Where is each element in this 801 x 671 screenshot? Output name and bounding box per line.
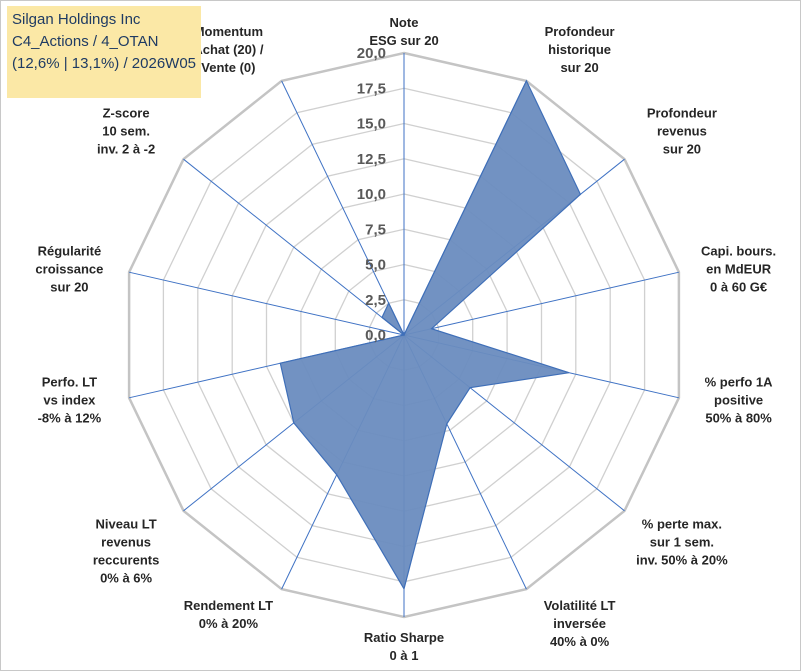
title-company: Silgan Holdings Inc — [12, 11, 141, 28]
radar-series — [279, 79, 582, 591]
axis-label-line: Achat (20) / — [193, 42, 263, 57]
axis-label-line: Z-score — [103, 106, 150, 121]
axis-label-line: 10 sem. — [102, 124, 150, 139]
axis-label-line: sur 1 sem. — [650, 534, 714, 549]
axis-label-line: croissance — [35, 262, 103, 277]
tick-label: 10,0 — [357, 186, 386, 203]
axis-label: Volatilité LT inversée 40% à 0% — [544, 598, 616, 649]
axis-label: Perfo. LT vs index -8% à 12% — [38, 374, 102, 425]
axis-label-line: Note — [390, 15, 419, 30]
series-area — [279, 79, 582, 591]
axis-label-line: -8% à 12% — [38, 410, 102, 425]
axis-label-line: sur 20 — [50, 280, 88, 295]
axis-label: Profondeur historique sur 20 — [545, 24, 615, 75]
axis-label: Niveau LT revenus reccurents 0% à 6% — [93, 516, 159, 585]
tick-label: 5,0 — [365, 257, 386, 274]
axis-label: Note ESG sur 20 — [369, 15, 438, 48]
axis-label: % perfo 1A positive 50% à 80% — [705, 374, 774, 425]
axis-label: % perte max. sur 1 sem. inv. 50% à 20% — [636, 516, 728, 567]
axis-label: Z-score 10 sem. inv. 2 à -2 — [97, 106, 155, 157]
axis-label-line: revenus — [101, 534, 151, 549]
axis-label-line: Vente (0) — [201, 60, 255, 75]
axis-label-line: Profondeur — [647, 106, 717, 121]
axis-label-line: Rendement LT — [184, 598, 273, 613]
title-category: C4_Actions / 4_OTAN — [12, 33, 159, 50]
axis-label-line: positive — [714, 392, 763, 407]
axis-label-line: Régularité — [38, 244, 102, 259]
axis-label-line: Niveau LT — [96, 516, 157, 531]
axis-label-line: Capi. bours. — [701, 244, 776, 259]
axis-label-line: historique — [548, 42, 611, 57]
axis-spoke — [403, 271, 680, 336]
axis-label-line: Momentum — [194, 24, 263, 39]
axis-label: Profondeur revenus sur 20 — [647, 106, 717, 157]
axis-spoke — [183, 158, 405, 336]
axis-label-line: 0 à 1 — [390, 648, 419, 663]
axis-label-line: revenus — [657, 124, 707, 139]
axis-label-line: 0% à 6% — [100, 570, 152, 585]
axis-label-line: Perfo. LT — [42, 374, 97, 389]
axis-label: Régularité croissance sur 20 — [35, 244, 103, 295]
axis-label-line: ESG sur 20 — [369, 33, 438, 48]
axis-spoke — [281, 80, 405, 336]
radar-tick-labels: 0,0 2,5 5,0 7,5 10,0 12,5 15,0 17,5 20,0 — [357, 45, 386, 344]
axis-label-line: reccurents — [93, 552, 159, 567]
tick-label: 17,5 — [357, 80, 386, 97]
axis-label-line: inv. 50% à 20% — [636, 552, 728, 567]
tick-label: 15,0 — [357, 116, 386, 133]
axis-label: Momentum Achat (20) / Vente (0) — [193, 24, 263, 75]
axis-label-line: inv. 2 à -2 — [97, 142, 155, 157]
axis-label-line: 40% à 0% — [550, 634, 610, 649]
axis-label-line: vs index — [43, 392, 96, 407]
axis-label: Rendement LT 0% à 20% — [184, 598, 273, 631]
axis-label-line: Volatilité LT — [544, 598, 616, 613]
axis-label-line: 0% à 20% — [199, 616, 259, 631]
tick-label: 7,5 — [365, 221, 386, 238]
axis-label-line: 0 à 60 G€ — [710, 280, 767, 295]
axis-label: Ratio Sharpe 0 à 1 — [364, 630, 444, 663]
tick-label: 20,0 — [357, 45, 386, 62]
axis-label-line: % perte max. — [642, 516, 722, 531]
axis-label: Capi. bours. en MdEUR 0 à 60 G€ — [701, 244, 776, 295]
axis-label-line: sur 20 — [560, 60, 598, 75]
title-performance: (12,6% | 13,1%) / 2026W05 — [12, 55, 196, 72]
axis-label-line: inversée — [553, 616, 606, 631]
axis-label-line: sur 20 — [663, 142, 701, 157]
chart-title-box: Silgan Holdings Inc C4_Actions / 4_OTAN … — [7, 6, 201, 98]
axis-label-line: Profondeur — [545, 24, 615, 39]
axis-label-line: Ratio Sharpe — [364, 630, 444, 645]
axis-label-line: en MdEUR — [706, 262, 772, 277]
tick-label: 2,5 — [365, 292, 386, 309]
tick-label: 12,5 — [357, 151, 386, 168]
axis-spoke — [128, 271, 405, 336]
tick-label: 0,0 — [365, 327, 386, 344]
radar-axis-labels: Note ESG sur 20 Profondeur historique sur 20… — [35, 15, 776, 663]
axis-label-line: 50% à 80% — [705, 410, 772, 425]
axis-label-line: % perfo 1A — [705, 374, 774, 389]
